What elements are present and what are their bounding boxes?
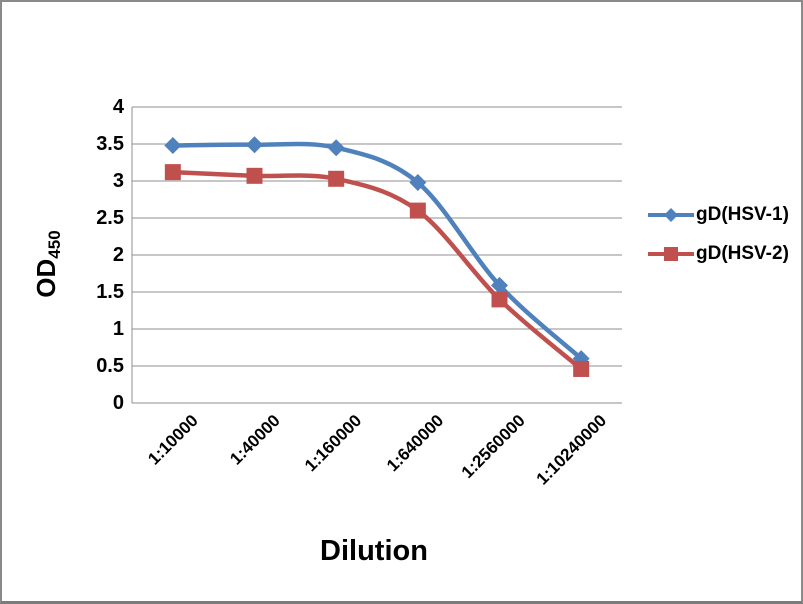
x-tick-label: 1:10000 <box>144 411 203 469</box>
y-tick-label: 3.5 <box>96 133 124 155</box>
legend-label-hsv2: gD(HSV-2) <box>696 243 789 264</box>
data-point-diamond-0 <box>327 139 345 157</box>
y-axis-title-text: OD <box>31 258 61 298</box>
legend-key-hsv2 <box>648 247 694 261</box>
data-point-square-1 <box>409 202 426 219</box>
legend-diamond-marker-icon <box>664 208 678 222</box>
y-tick-label: 1 <box>112 318 124 340</box>
data-point-square-1 <box>246 167 263 184</box>
y-axis-tick-labels: 4 3.5 3 2.5 2 1.5 1 0.5 0 <box>2 2 124 601</box>
legend-entry-hsv2: gD(HSV-2) <box>646 239 789 269</box>
y-axis-title: OD450 <box>31 230 65 297</box>
x-tick-label: 1:2560000 <box>458 411 529 482</box>
x-tick-label: 1:160000 <box>301 411 366 476</box>
x-axis-title: Dilution <box>320 535 428 567</box>
y-axis-title-subscript: 450 <box>45 230 64 259</box>
data-point-square-1 <box>164 164 181 181</box>
data-point-diamond-0 <box>409 173 427 191</box>
data-point-square-1 <box>328 170 345 187</box>
x-tick-label: 1:640000 <box>383 411 448 476</box>
x-tick-label: 1:40000 <box>226 411 284 469</box>
y-tick-label: 2.5 <box>96 207 124 229</box>
legend-label-hsv1: gD(HSV-1) <box>696 204 789 225</box>
y-tick-label: 4 <box>112 96 124 118</box>
data-point-square-1 <box>491 291 508 308</box>
legend-key-hsv1 <box>648 208 694 222</box>
data-point-diamond-0 <box>491 276 508 294</box>
legend-square-marker-icon <box>664 247 678 261</box>
y-tick-label: 2 <box>112 244 124 266</box>
x-tick-label: 1:10240000 <box>532 411 611 489</box>
legend-entry-hsv1: gD(HSV-1) <box>646 200 789 230</box>
data-point-diamond-0 <box>164 136 182 154</box>
data-point-square-1 <box>573 360 590 377</box>
legend: gD(HSV-1) gD(HSV-2) <box>646 200 789 278</box>
y-tick-label: 1.5 <box>96 281 124 303</box>
y-tick-label: 0.5 <box>96 355 124 377</box>
y-tick-label: 0 <box>112 392 124 414</box>
y-tick-label: 3 <box>112 170 124 192</box>
data-point-diamond-0 <box>246 136 263 154</box>
